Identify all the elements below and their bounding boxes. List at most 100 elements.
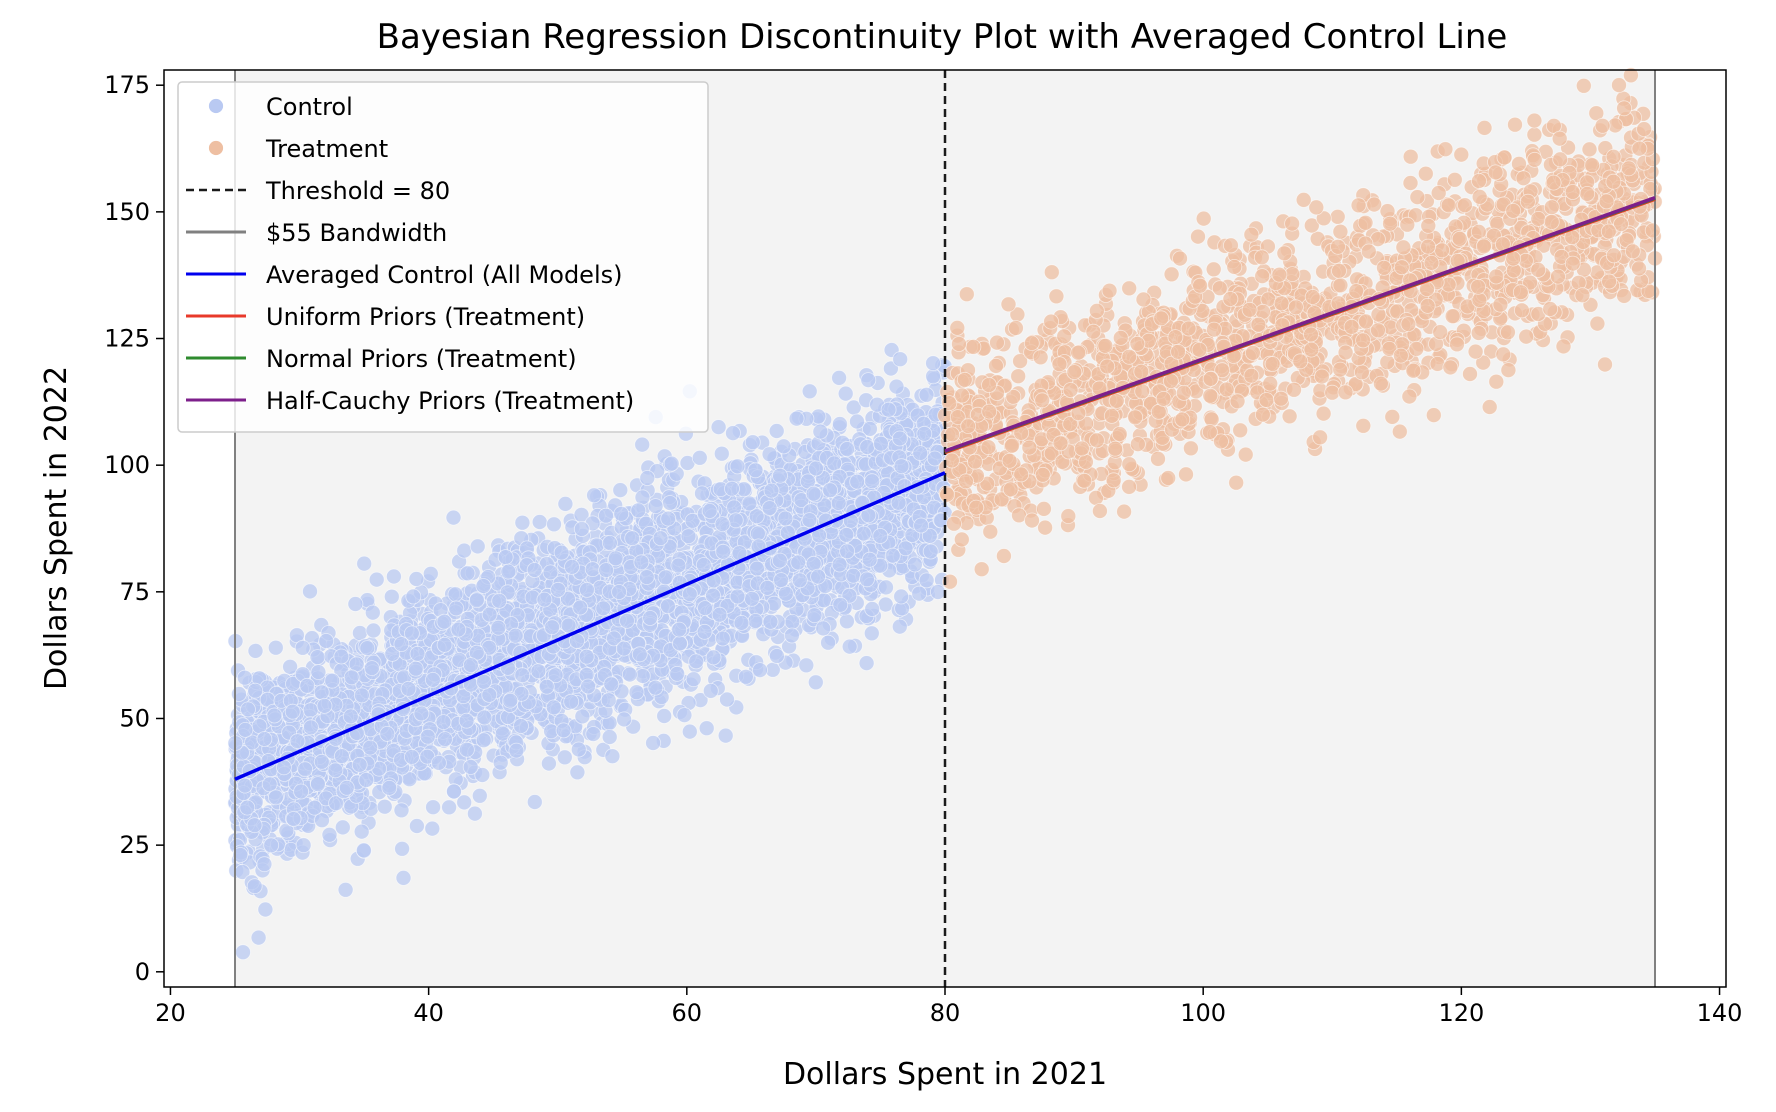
scatter-point — [400, 680, 417, 697]
scatter-point — [239, 799, 256, 816]
scatter-point — [838, 527, 855, 543]
scatter-point — [405, 588, 422, 605]
scatter-point — [353, 823, 370, 840]
scatter-point — [630, 502, 647, 519]
scatter-point — [916, 425, 933, 442]
scatter-point — [911, 585, 928, 602]
scatter-point — [628, 684, 645, 701]
scatter-point — [647, 498, 664, 515]
scatter-point — [918, 386, 935, 403]
scatter-point — [701, 503, 718, 519]
scatter-point — [476, 673, 492, 690]
scatter-point — [656, 708, 673, 724]
scatter-point — [725, 425, 741, 442]
scatter-point — [761, 446, 778, 463]
scatter-point — [839, 613, 855, 630]
scatter-point — [1555, 338, 1572, 355]
scatter-point — [1526, 126, 1543, 143]
scatter-point — [713, 445, 730, 462]
scatter-point — [450, 621, 467, 638]
scatter-point — [256, 856, 273, 873]
scatter-point — [445, 509, 462, 526]
scatter-point — [393, 802, 410, 819]
scatter-point — [574, 708, 591, 725]
scatter-point — [342, 708, 359, 725]
scatter-point — [333, 748, 350, 764]
scatter-point — [1116, 503, 1132, 520]
scatter-point — [858, 655, 875, 671]
scatter-point — [376, 798, 393, 815]
scatter-point — [458, 712, 475, 729]
scatter-point — [337, 881, 354, 898]
scatter-point — [729, 458, 746, 475]
scatter-point — [446, 783, 462, 800]
scatter-point — [705, 587, 721, 604]
scatter-point — [468, 592, 485, 609]
scatter-point — [860, 372, 877, 389]
scatter-point — [462, 657, 479, 673]
scatter-point — [492, 754, 509, 771]
scatter-point — [413, 705, 430, 722]
scatter-point — [663, 455, 680, 472]
scatter-point — [604, 748, 621, 765]
scatter-point — [409, 645, 426, 662]
scatter-point — [861, 551, 878, 568]
scatter-point — [831, 369, 847, 386]
scatter-point — [973, 561, 990, 578]
scatter-point — [526, 794, 543, 810]
scatter-point — [368, 571, 385, 588]
scatter-point — [550, 581, 566, 598]
scatter-point — [601, 729, 618, 745]
scatter-point — [749, 560, 765, 577]
scatter-point — [508, 742, 525, 759]
scatter-point — [236, 777, 253, 794]
scatter-point — [407, 660, 424, 677]
scatter-point — [710, 419, 727, 436]
scatter-point — [393, 636, 410, 652]
scatter-point — [293, 783, 310, 800]
scatter-point — [556, 749, 573, 766]
scatter-point — [459, 565, 476, 582]
scatter-point — [676, 707, 693, 723]
scatter-point — [893, 588, 910, 605]
scatter-point — [845, 567, 862, 584]
scatter-point — [435, 714, 452, 730]
scatter-point — [578, 648, 595, 665]
scatter-point — [355, 842, 372, 859]
scatter-point — [491, 593, 508, 609]
scatter-point — [996, 548, 1012, 564]
scatter-point — [469, 538, 486, 555]
scatter-point — [507, 627, 524, 644]
scatter-point — [769, 648, 785, 664]
scatter-point — [631, 646, 648, 663]
scatter-point — [670, 557, 687, 574]
scatter-point — [379, 726, 396, 742]
scatter-point — [310, 664, 327, 680]
chart-title: Bayesian Regression Discontinuity Plot w… — [377, 17, 1508, 57]
scatter-point — [922, 543, 939, 560]
scatter-point — [585, 726, 602, 742]
scatter-point — [715, 543, 732, 560]
scatter-point — [864, 473, 880, 490]
scatter-point — [458, 741, 475, 758]
scatter-point — [1178, 466, 1194, 483]
scatter-point — [880, 401, 897, 418]
scatter-point — [456, 542, 473, 559]
scatter-point — [579, 582, 595, 598]
scatter-point — [696, 623, 713, 640]
scatter-point — [892, 351, 909, 368]
scatter-point — [513, 718, 529, 734]
scatter-point — [563, 693, 580, 710]
scatter-point — [466, 805, 483, 822]
scatter-point — [600, 692, 617, 709]
scatter-point — [798, 657, 815, 674]
scatter-point — [424, 672, 441, 688]
scatter-point — [778, 585, 794, 602]
scatter-point — [267, 639, 284, 656]
scatter-point — [395, 870, 412, 886]
scatter-point — [334, 819, 351, 836]
scatter-point — [784, 627, 800, 644]
scatter-point — [812, 423, 829, 440]
scatter-point — [302, 719, 319, 736]
scatter-point — [250, 929, 267, 946]
